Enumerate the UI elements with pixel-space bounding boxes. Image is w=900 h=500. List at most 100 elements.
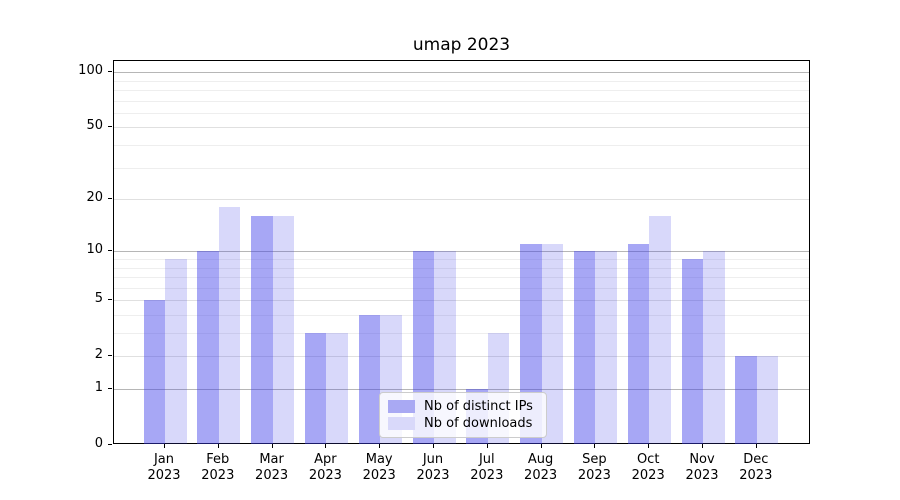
gridline xyxy=(114,300,809,302)
x-tick-label: Oct 2023 xyxy=(618,452,678,484)
gridline xyxy=(114,356,809,358)
x-tick-month: Jan xyxy=(153,452,175,467)
y-tick-mark xyxy=(108,444,112,445)
y-tick-label: 1 xyxy=(94,380,103,395)
x-tick-mark xyxy=(755,444,757,448)
bar-distinct-ips xyxy=(681,258,703,444)
x-tick-year: 2023 xyxy=(255,468,289,483)
x-tick-year: 2023 xyxy=(577,468,611,483)
minor-gridline xyxy=(114,145,809,146)
x-tick-month: Oct xyxy=(636,452,660,467)
x-tick-mark xyxy=(702,444,703,448)
bar-downloads xyxy=(703,251,725,444)
x-tick-mark xyxy=(379,444,381,448)
x-tick-month: Sep xyxy=(582,452,607,467)
bar-distinct-ips xyxy=(573,251,596,444)
legend-label-distinct-ips: Nb of distinct IPs xyxy=(424,399,533,414)
x-tick-year: 2023 xyxy=(631,468,665,483)
gridline xyxy=(114,199,809,201)
bar-downloads xyxy=(541,244,564,444)
x-tick-mark xyxy=(164,444,165,448)
minor-gridline xyxy=(114,277,809,279)
gridline xyxy=(114,72,809,74)
x-tick-mark xyxy=(325,444,327,448)
gridline xyxy=(114,251,809,253)
y-tick-mark xyxy=(108,126,112,128)
x-tick-month: Apr xyxy=(314,452,337,467)
x-tick-year: 2023 xyxy=(201,468,235,483)
minor-gridline xyxy=(114,80,809,82)
x-tick-label: Apr 2023 xyxy=(295,452,355,484)
y-tick-label: 100 xyxy=(78,63,103,79)
x-tick-month: Feb xyxy=(206,452,230,467)
legend-swatch-downloads xyxy=(388,417,415,430)
minor-gridline xyxy=(114,90,809,91)
x-tick-label: Jan 2023 xyxy=(134,452,194,484)
y-tick-label: 20 xyxy=(86,190,103,206)
x-tick-year: 2023 xyxy=(524,468,558,483)
legend-entry-downloads: Nb of downloads xyxy=(388,415,538,432)
x-tick-year: 2023 xyxy=(739,468,773,483)
minor-gridline xyxy=(114,267,809,269)
x-tick-month: May xyxy=(365,452,393,467)
x-tick-label: Jun 2023 xyxy=(403,452,463,484)
bar-distinct-ips xyxy=(197,251,219,444)
bar-downloads xyxy=(595,251,617,444)
y-tick-mark xyxy=(108,250,112,252)
x-tick-mark xyxy=(540,444,542,448)
legend-entry-distinct-ips: Nb of distinct IPs xyxy=(388,398,538,415)
bar-downloads xyxy=(272,216,295,444)
x-tick-year: 2023 xyxy=(470,468,504,483)
legend-swatch-distinct-ips xyxy=(388,400,415,413)
bar-distinct-ips xyxy=(251,216,273,444)
x-tick-label: Feb 2023 xyxy=(188,452,248,484)
minor-gridline xyxy=(114,112,809,114)
bar-downloads xyxy=(326,333,348,444)
x-tick-month: Jul xyxy=(478,452,495,467)
x-tick-label: Jul 2023 xyxy=(457,452,517,484)
gridline xyxy=(114,127,809,129)
minor-gridline xyxy=(114,314,809,316)
y-tick-mark xyxy=(108,299,112,301)
x-tick-mark xyxy=(648,444,650,448)
y-tick-mark xyxy=(108,355,112,357)
x-tick-month: Dec xyxy=(743,452,769,467)
bar-distinct-ips xyxy=(358,314,381,444)
y-tick-mark xyxy=(108,198,112,200)
legend: Nb of distinct IPs Nb of downloads xyxy=(379,392,547,438)
minor-gridline xyxy=(114,287,809,289)
x-tick-year: 2023 xyxy=(362,468,396,483)
minor-gridline xyxy=(114,258,809,260)
y-tick-mark xyxy=(108,71,112,73)
x-tick-mark xyxy=(271,444,273,448)
minor-gridline xyxy=(114,167,809,169)
x-tick-year: 2023 xyxy=(416,468,450,483)
chart-title: umap 2023 xyxy=(412,35,511,55)
bar-downloads xyxy=(756,356,779,444)
minor-gridline xyxy=(114,100,809,102)
x-tick-mark xyxy=(594,444,596,448)
x-tick-year: 2023 xyxy=(685,468,719,483)
bar-distinct-ips xyxy=(627,244,650,444)
x-tick-mark xyxy=(486,444,488,448)
x-tick-month: Nov xyxy=(689,452,715,467)
y-tick-label: 10 xyxy=(86,242,103,258)
bar-downloads xyxy=(649,216,671,444)
y-tick-label: 5 xyxy=(94,291,103,307)
x-tick-label: Dec 2023 xyxy=(726,452,786,484)
x-tick-mark xyxy=(217,444,219,448)
x-tick-year: 2023 xyxy=(147,468,181,483)
x-tick-mark xyxy=(433,444,434,448)
x-tick-label: May 2023 xyxy=(349,452,409,484)
gridline xyxy=(114,389,809,390)
y-tick-mark xyxy=(108,388,112,389)
x-tick-label: Aug 2023 xyxy=(511,452,571,484)
bar-distinct-ips xyxy=(304,333,327,444)
legend-label-downloads: Nb of downloads xyxy=(424,416,533,431)
x-tick-month: Mar xyxy=(259,452,284,467)
x-tick-label: Sep 2023 xyxy=(564,452,624,484)
x-tick-label: Nov 2023 xyxy=(672,452,732,484)
bar-downloads xyxy=(218,207,241,444)
x-tick-year: 2023 xyxy=(308,468,342,483)
